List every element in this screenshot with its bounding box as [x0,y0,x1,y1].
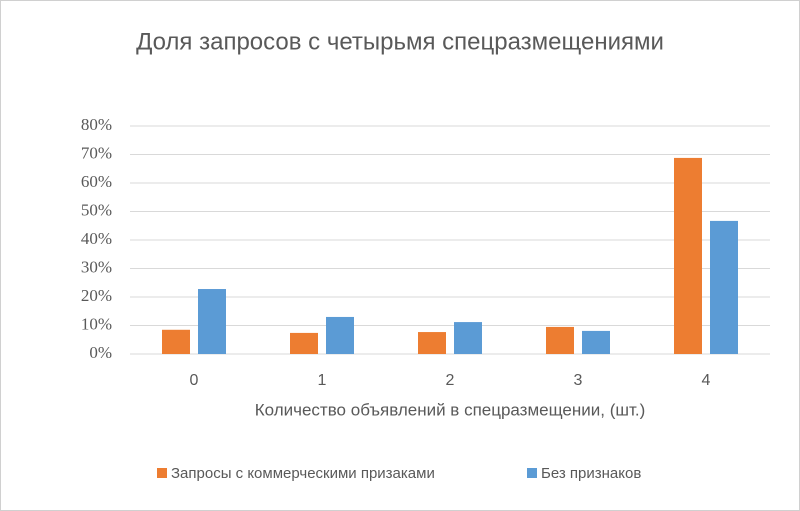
bar [418,332,446,354]
bar [290,332,318,354]
legend-label: Запросы с коммерческими призаками [171,465,435,482]
y-tick-label: 0% [89,343,112,362]
x-tick-label: 0 [190,372,199,389]
x-tick-label: 2 [446,372,455,389]
x-tick-label: 4 [702,372,711,389]
legend-swatch [527,468,537,478]
bar [546,326,574,354]
x-tick-label: 3 [574,372,583,389]
y-tick-label: 60% [81,172,112,191]
legend-label: Без признаков [541,465,641,482]
y-tick-label: 70% [81,143,112,162]
y-tick-label: 20% [81,286,112,305]
chart-title: Доля запросов с четырьмя спецразмещениям… [136,28,664,55]
y-tick-label: 40% [81,229,112,248]
bar [198,289,226,354]
x-axis-title: Количество объявлений в спецразмещении, … [255,400,646,419]
y-tick-label: 30% [81,257,112,276]
bar [454,322,482,354]
x-tick-label: 1 [318,372,327,389]
y-tick-label: 80% [81,115,112,134]
y-tick-label: 10% [81,314,112,333]
legend-swatch [157,468,167,478]
y-tick-label: 50% [81,200,112,219]
bar [582,330,610,354]
bar [674,157,702,354]
bar [710,220,738,354]
bar [326,316,354,354]
bar [162,329,190,354]
